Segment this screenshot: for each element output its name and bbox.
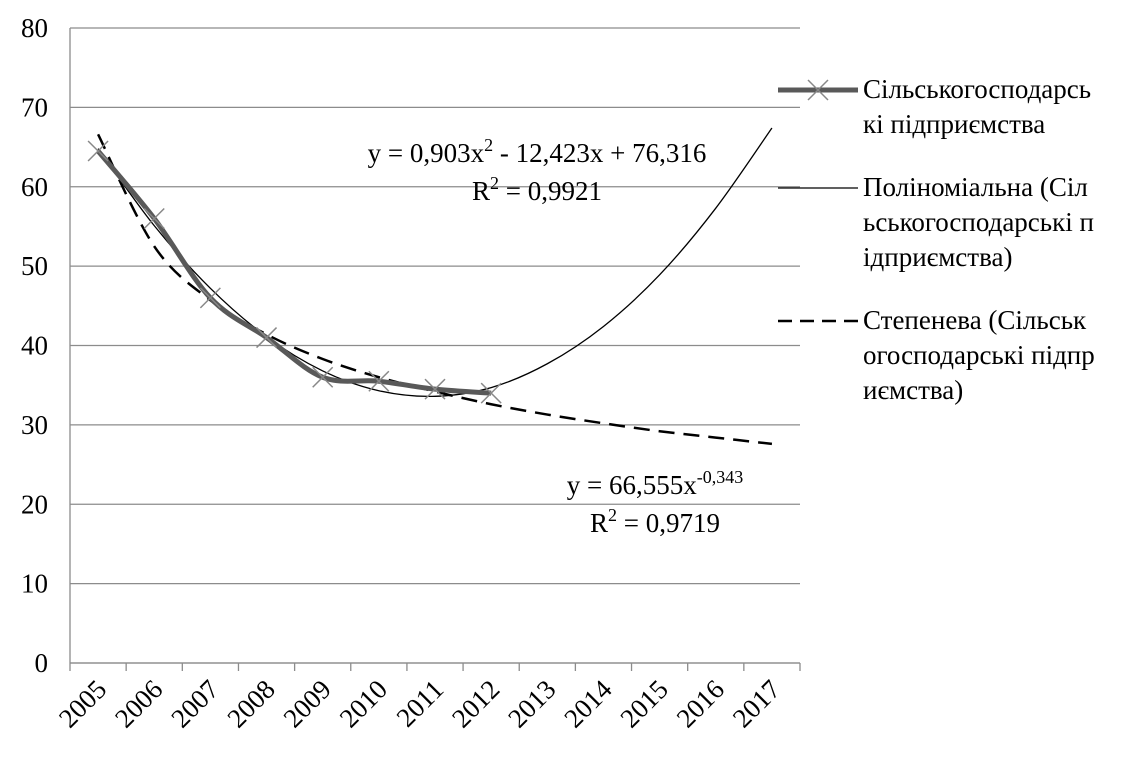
y-tick-label: 50: [21, 251, 48, 281]
y-tick-label: 40: [21, 331, 48, 361]
marker: [480, 382, 502, 404]
x-tick-label: 2009: [278, 674, 337, 733]
marker: [87, 140, 109, 162]
legend-label: Сільськогосподарські підприємства: [863, 74, 1092, 139]
annotation-text: y = 66,555x: [567, 470, 697, 500]
legend-label: Степенева (Сільськогосподарські підприєм…: [863, 305, 1095, 405]
x-tick-label: 2012: [446, 674, 505, 733]
annotation-sup: 2: [490, 173, 499, 193]
marker: [143, 207, 165, 230]
x-tick-label: 2011: [391, 674, 450, 733]
legend-swatch: [778, 319, 858, 323]
y-tick-label: 80: [21, 13, 48, 43]
annotation: R2 = 0,9921: [472, 173, 602, 206]
x-tick-label: 2006: [109, 674, 168, 733]
x-tick-label: 2005: [53, 674, 112, 733]
trend-line: [97, 127, 773, 398]
legend-item: Сільськогосподарські підприємства: [778, 72, 1123, 142]
y-tick-label: 30: [21, 410, 48, 440]
annotation: y = 66,555x-0,343: [567, 467, 743, 500]
annotation-sup: -0,343: [697, 467, 744, 487]
legend-swatch: [778, 79, 858, 101]
x-tick-label: 2014: [558, 674, 618, 734]
x-tick-label: 2016: [671, 674, 730, 733]
y-tick-label: 10: [21, 569, 48, 599]
y-tick-label: 20: [21, 489, 48, 519]
trend-line: [96, 133, 773, 446]
y-tick-label: 0: [35, 648, 49, 678]
legend: Сільськогосподарські підприємства Поліно…: [778, 72, 1123, 436]
legend-item: Степенева (Сільськогосподарські підприєм…: [778, 303, 1123, 408]
annotation-text: R: [472, 176, 490, 206]
marker: [312, 366, 334, 388]
annotation: y = 0,903x2 - 12,423x + 76,316: [368, 135, 707, 168]
y-tick-label: 60: [21, 172, 48, 202]
legend-swatch: [778, 187, 858, 189]
annotation-sup: 2: [484, 135, 493, 155]
annotation: R2 = 0,9719: [590, 505, 720, 538]
x-tick-label: 2017: [727, 674, 786, 733]
annotation-sup: 2: [608, 505, 617, 525]
marker: [256, 327, 278, 349]
x-tick-label: 2008: [221, 674, 280, 733]
annotation-text: = 0,9719: [617, 508, 720, 538]
annotation-text: = 0,9921: [499, 176, 602, 206]
legend-item: Поліноміальна (Сільськогосподарські підп…: [778, 170, 1123, 275]
marker: [199, 287, 221, 309]
marker: [368, 370, 390, 392]
x-tick-label: 2015: [614, 674, 673, 733]
annotation-text: - 12,423x + 76,316: [493, 138, 706, 168]
annotation-text: R: [590, 508, 608, 538]
x-tick-label: 2007: [165, 674, 224, 733]
x-tick-label: 2013: [502, 674, 561, 733]
x-tick-label: 2010: [334, 674, 393, 733]
y-tick-label: 70: [21, 92, 48, 122]
legend-label: Поліноміальна (Сільськогосподарські підп…: [863, 172, 1094, 272]
marker: [424, 378, 446, 400]
annotation-text: y = 0,903x: [368, 138, 485, 168]
